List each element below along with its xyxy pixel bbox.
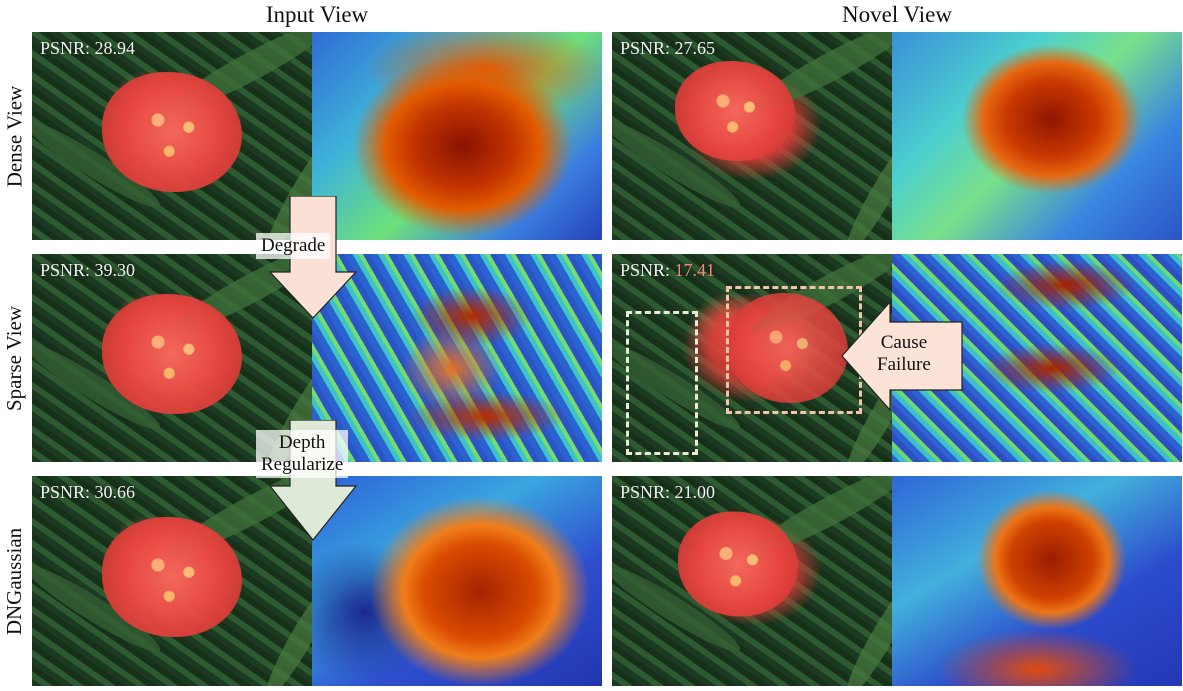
psnr-dense-novel: PSNR: 27.65 [620,38,716,58]
neutral-dashed-box [626,311,698,455]
dnggaussian-novel-rgb: PSNR: 21.00 [612,476,892,686]
dense-novel-depth [892,32,1182,240]
dense-input-rgb: PSNR: 28.94 [32,32,312,240]
psnr-sparse-novel: PSNR: 17.41 [620,260,716,280]
sparse-input-rgb: PSNR: 39.30 [32,254,312,462]
novel-view-title: Novel View [842,2,952,27]
dnggaussian-input-rgb: PSNR: 30.66 [32,476,312,686]
dense-input-depth [312,32,602,240]
degrade-label: Degrade [256,233,331,259]
dnggaussian-novel-depth [892,476,1182,686]
flower-image [102,71,242,192]
dense-novel-rgb: PSNR: 27.65 [612,32,892,240]
input-view-title: Input View [265,2,369,27]
psnr-dense-input: PSNR: 28.94 [40,38,136,58]
dnggaussian-input-depth [312,476,602,686]
depth-regularize-label: Depth Regularize [256,430,349,478]
row-label-sparse: Sparse View [2,305,27,411]
cause-failure-arrow [841,300,963,412]
sparse-input-depth [312,254,602,462]
psnr-dnggaussian-novel: PSNR: 21.00 [620,482,716,502]
psnr-dnggaussian-input: PSNR: 30.66 [40,482,136,502]
psnr-sparse-input: PSNR: 39.30 [40,260,136,280]
row-label-dnggaussian: DNGaussian [2,527,27,635]
cause-failure-label: Cause Failure [877,332,931,375]
row-label-dense: Dense View [2,85,27,187]
